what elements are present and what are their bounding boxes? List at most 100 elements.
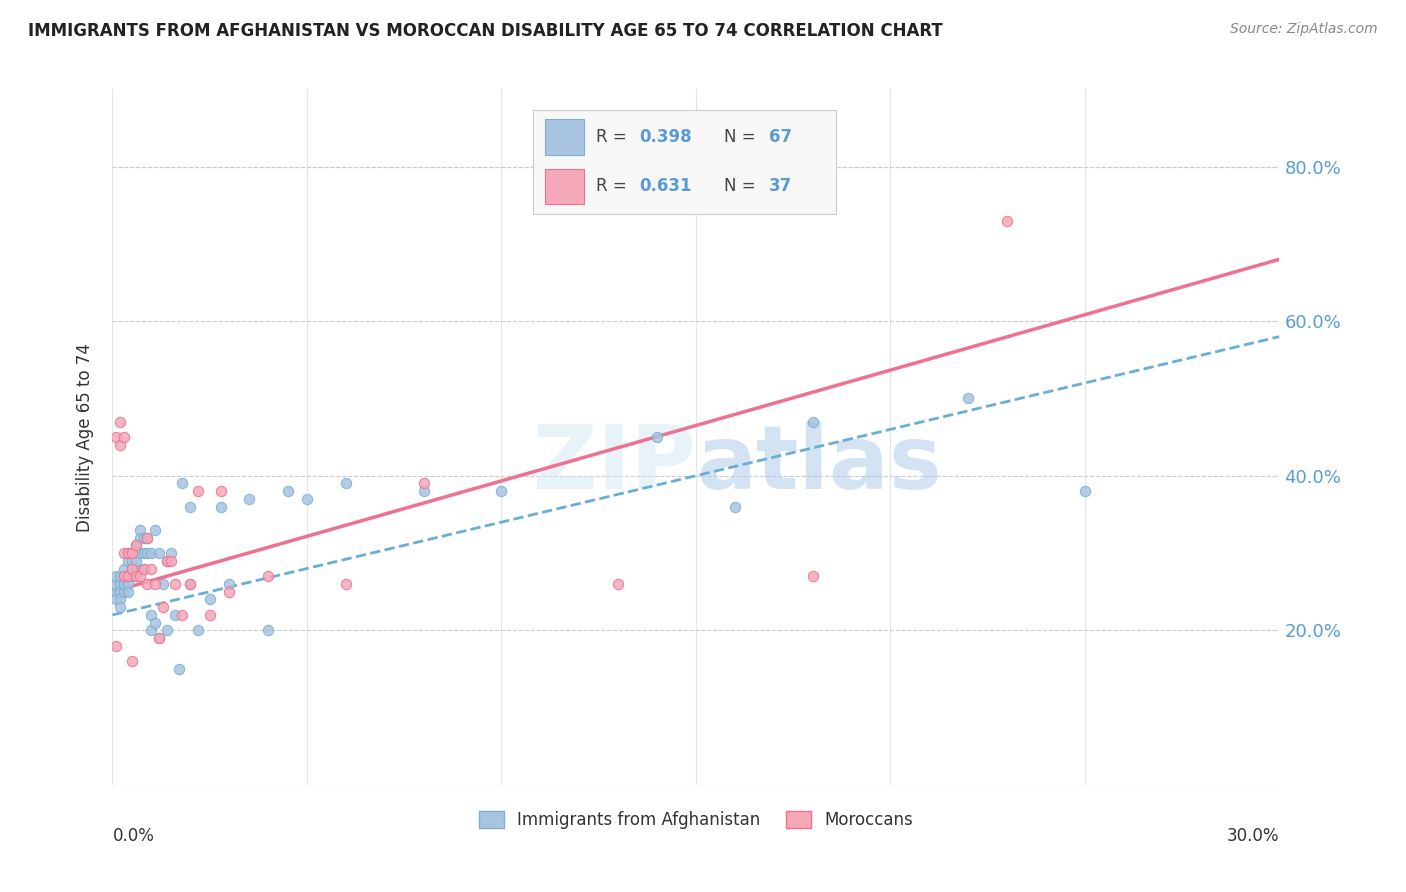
Point: [105, 577, 128, 591]
Point: [645, 430, 668, 444]
Point: [112, 569, 135, 583]
Point: [110, 577, 132, 591]
Point: [957, 392, 980, 406]
Point: [179, 500, 201, 514]
Point: [152, 577, 174, 591]
Point: [117, 569, 139, 583]
Point: [148, 631, 170, 645]
Point: [125, 554, 148, 568]
Point: [105, 592, 128, 607]
Point: [112, 569, 135, 583]
Point: [156, 554, 179, 568]
Point: [125, 569, 148, 583]
Point: [105, 430, 128, 444]
Point: [187, 484, 209, 499]
Point: [112, 584, 135, 599]
Point: [167, 662, 190, 676]
Point: [198, 607, 221, 622]
Point: [128, 523, 150, 537]
Point: [117, 577, 139, 591]
Point: [218, 584, 240, 599]
Point: [412, 476, 434, 491]
Point: [148, 546, 170, 560]
Point: [128, 546, 150, 560]
Point: [132, 546, 155, 560]
Point: [121, 554, 143, 568]
Point: [143, 523, 166, 537]
Point: [276, 484, 298, 499]
Point: [132, 561, 155, 575]
Point: [801, 415, 824, 429]
Point: [105, 639, 128, 653]
Point: [160, 554, 183, 568]
Point: [412, 484, 434, 499]
Point: [121, 546, 143, 560]
Point: [121, 561, 143, 575]
Point: [141, 624, 163, 638]
Point: [125, 546, 148, 560]
Text: 0.0%: 0.0%: [112, 827, 155, 845]
Point: [218, 577, 240, 591]
Point: [112, 577, 135, 591]
Point: [295, 491, 318, 506]
Point: [187, 624, 209, 638]
Text: 30.0%: 30.0%: [1227, 827, 1279, 845]
Point: [257, 569, 280, 583]
Point: [136, 531, 159, 545]
Point: [121, 654, 143, 668]
Y-axis label: Disability Age 65 to 74: Disability Age 65 to 74: [76, 343, 94, 532]
Point: [117, 569, 139, 583]
Point: [143, 615, 166, 630]
Point: [117, 546, 139, 560]
Point: [238, 491, 260, 506]
Point: [724, 500, 747, 514]
Point: [136, 531, 159, 545]
Point: [179, 577, 201, 591]
Point: [141, 561, 163, 575]
Point: [198, 592, 221, 607]
Point: [128, 569, 150, 583]
Point: [163, 607, 186, 622]
Point: [112, 546, 135, 560]
Point: [801, 569, 824, 583]
Legend: Immigrants from Afghanistan, Moroccans: Immigrants from Afghanistan, Moroccans: [472, 805, 920, 836]
Point: [105, 584, 128, 599]
Point: [143, 577, 166, 591]
Point: [105, 569, 128, 583]
Point: [160, 546, 183, 560]
Point: [125, 538, 148, 552]
Point: [335, 476, 357, 491]
Point: [117, 584, 139, 599]
Point: [152, 600, 174, 615]
Point: [136, 546, 159, 560]
Point: [121, 569, 143, 583]
Point: [112, 561, 135, 575]
Point: [132, 561, 155, 575]
Point: [209, 500, 232, 514]
Point: [172, 607, 194, 622]
Point: [110, 569, 132, 583]
Point: [156, 624, 179, 638]
Point: [491, 484, 513, 499]
Point: [172, 476, 194, 491]
Point: [607, 577, 630, 591]
Point: [141, 607, 163, 622]
Point: [110, 438, 132, 452]
Point: [148, 631, 170, 645]
Point: [156, 554, 179, 568]
Point: [121, 546, 143, 560]
Point: [110, 600, 132, 615]
Text: IMMIGRANTS FROM AFGHANISTAN VS MOROCCAN DISABILITY AGE 65 TO 74 CORRELATION CHAR: IMMIGRANTS FROM AFGHANISTAN VS MOROCCAN …: [28, 22, 943, 40]
Point: [141, 546, 163, 560]
Point: [1074, 484, 1097, 499]
Point: [117, 546, 139, 560]
Text: atlas: atlas: [696, 421, 942, 508]
Point: [110, 584, 132, 599]
Point: [112, 577, 135, 591]
Point: [117, 554, 139, 568]
Point: [112, 430, 135, 444]
Text: Source: ZipAtlas.com: Source: ZipAtlas.com: [1230, 22, 1378, 37]
Point: [125, 538, 148, 552]
Point: [335, 577, 357, 591]
Point: [128, 531, 150, 545]
